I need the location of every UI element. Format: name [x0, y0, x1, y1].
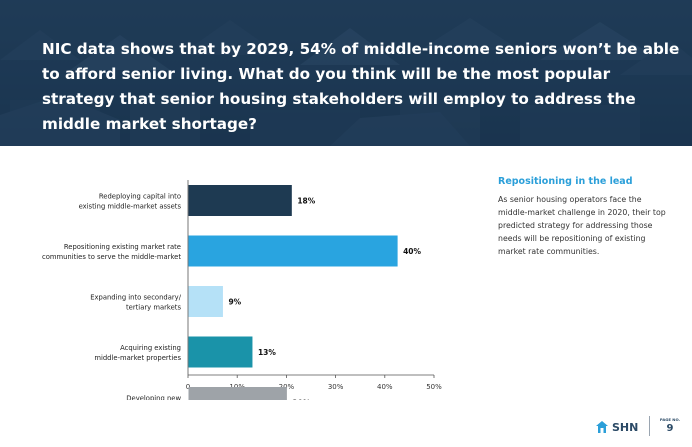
brand-name: SHN [612, 420, 639, 434]
x-tick-label: 40% [377, 383, 393, 391]
category-label: communities to serve the middle-market [42, 253, 181, 261]
house-logo-icon [596, 421, 608, 433]
category-label: Developing new [126, 395, 181, 401]
bar-value-label: 13% [258, 348, 276, 357]
category-label: middle-market properties [94, 354, 181, 362]
bar-value-label: 20% [292, 399, 310, 401]
shn-logo: SHN [595, 419, 638, 435]
bar [188, 235, 398, 267]
bar [188, 387, 287, 400]
insight-panel: Repositioning in the lead As senior hous… [498, 176, 668, 258]
insight-heading: Repositioning in the lead [498, 176, 633, 187]
insight-body: As senior housing operators face the mid… [498, 195, 666, 256]
x-tick-label: 0 [186, 383, 190, 391]
bar-value-label: 18% [297, 197, 315, 206]
survey-question: NIC data shows that by 2029, 54% of midd… [42, 40, 680, 133]
bar [188, 185, 292, 216]
category-label: Repositioning existing market rate [64, 243, 181, 251]
category-label: Expanding into secondary/ [90, 294, 181, 302]
x-tick-label: 30% [328, 383, 344, 391]
x-tick-label: 50% [426, 383, 442, 391]
bar-chart: 010%20%30%40%50%18%Redeploying capital i… [0, 160, 470, 400]
banner-overlay [0, 0, 692, 146]
bar [188, 336, 253, 368]
bar-value-label: 9% [228, 298, 241, 307]
page-number: 9 [666, 423, 674, 434]
header-banner: NIC data shows that by 2029, 54% of midd… [0, 0, 692, 146]
category-label: Acquiring existing [120, 344, 181, 352]
category-label: Redeploying capital into [99, 193, 181, 201]
bar-value-label: 40% [403, 247, 421, 256]
bar-chart-svg: 010%20%30%40%50%18%Redeploying capital i… [42, 180, 442, 401]
category-label: tertiary markets [126, 304, 181, 312]
page-label: PAGE NO. [659, 417, 681, 422]
bar [188, 286, 223, 317]
category-label: existing middle-market assets [79, 203, 182, 211]
footer-divider [649, 416, 650, 436]
